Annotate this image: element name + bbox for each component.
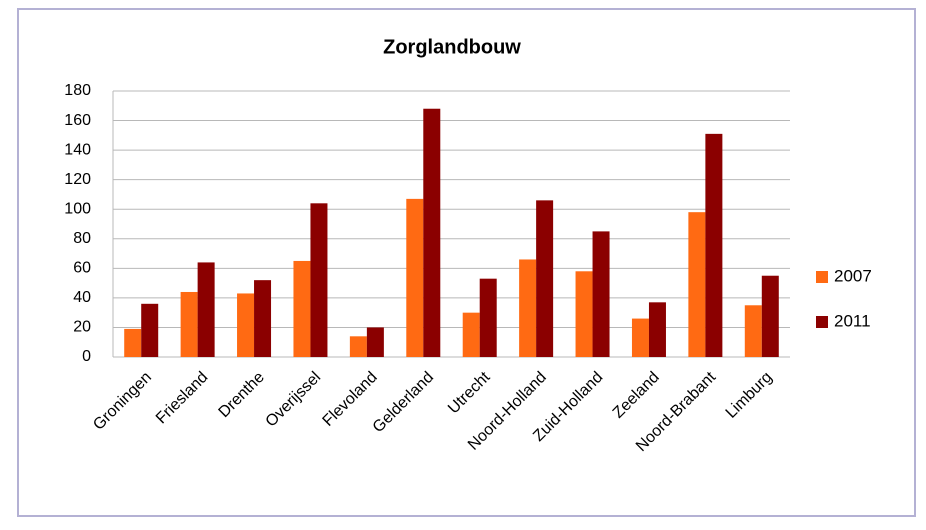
bar bbox=[705, 133, 723, 357]
y-tick-label: 60 bbox=[73, 260, 91, 277]
legend-label: 2011 bbox=[834, 311, 871, 330]
bar bbox=[349, 336, 367, 357]
bar bbox=[536, 200, 554, 357]
y-tick-label: 40 bbox=[73, 289, 91, 306]
y-tick-label: 120 bbox=[64, 171, 91, 188]
bar bbox=[406, 198, 424, 357]
bar bbox=[519, 259, 537, 357]
bar bbox=[479, 278, 497, 357]
bar bbox=[141, 303, 159, 357]
bar bbox=[180, 291, 198, 357]
y-tick-label: 160 bbox=[64, 112, 91, 129]
bar bbox=[310, 203, 328, 357]
y-tick-label: 20 bbox=[73, 319, 91, 336]
bar bbox=[462, 312, 480, 357]
chart-title: Zorglandbouw bbox=[383, 36, 521, 58]
bar bbox=[575, 271, 593, 357]
y-tick-label: 180 bbox=[64, 82, 91, 99]
bar bbox=[197, 262, 215, 357]
bar bbox=[423, 108, 441, 357]
bar bbox=[237, 293, 255, 357]
bar bbox=[648, 302, 666, 357]
y-tick-label: 80 bbox=[73, 230, 91, 247]
y-tick-label: 100 bbox=[64, 200, 91, 217]
legend-swatch bbox=[816, 271, 828, 283]
bar bbox=[592, 231, 610, 357]
bar bbox=[124, 328, 142, 357]
bar bbox=[366, 327, 384, 357]
legend-label: 2007 bbox=[834, 266, 872, 285]
bar bbox=[688, 212, 706, 357]
chart-frame bbox=[17, 8, 916, 517]
bar bbox=[254, 280, 272, 357]
y-tick-label: 0 bbox=[82, 348, 91, 365]
bar bbox=[631, 318, 649, 357]
bar bbox=[744, 305, 762, 357]
bar bbox=[293, 260, 311, 357]
y-tick-label: 140 bbox=[64, 141, 91, 158]
legend-swatch bbox=[816, 316, 828, 328]
bar bbox=[761, 275, 779, 357]
